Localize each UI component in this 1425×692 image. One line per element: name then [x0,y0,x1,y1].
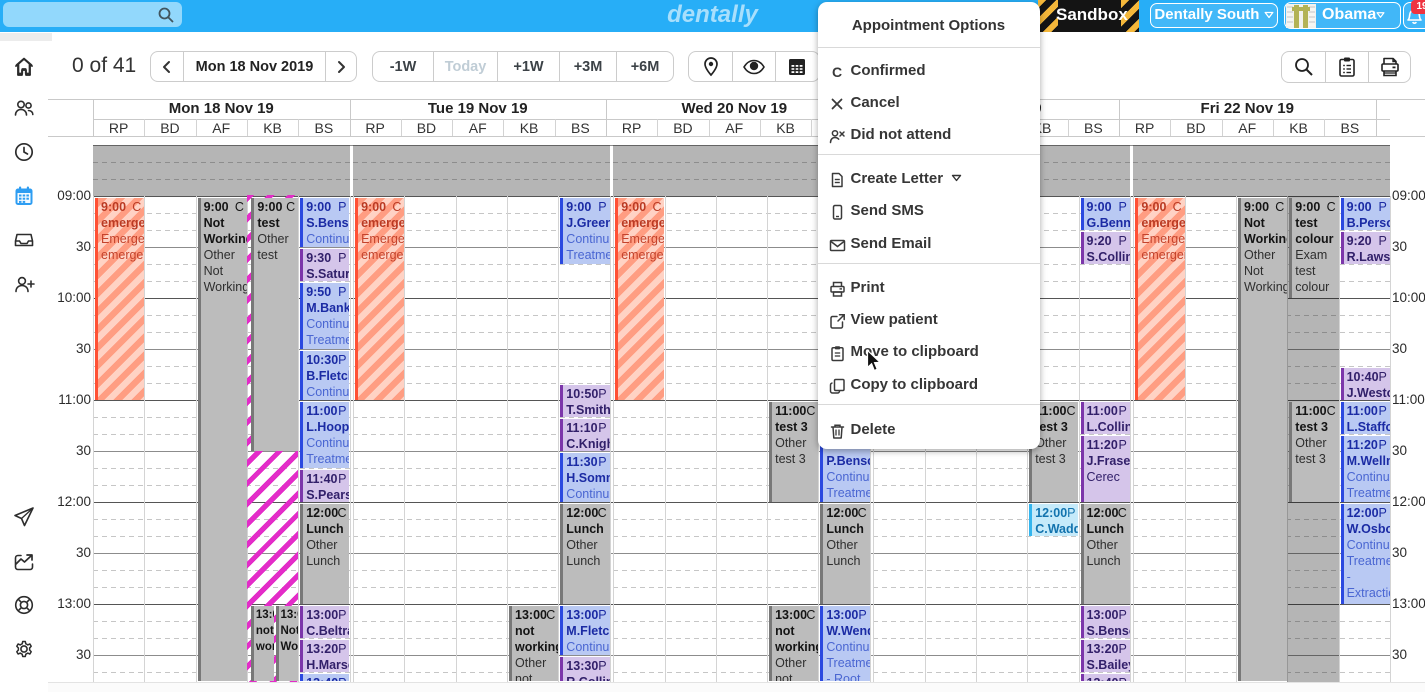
svg-text:C: C [831,64,841,80]
